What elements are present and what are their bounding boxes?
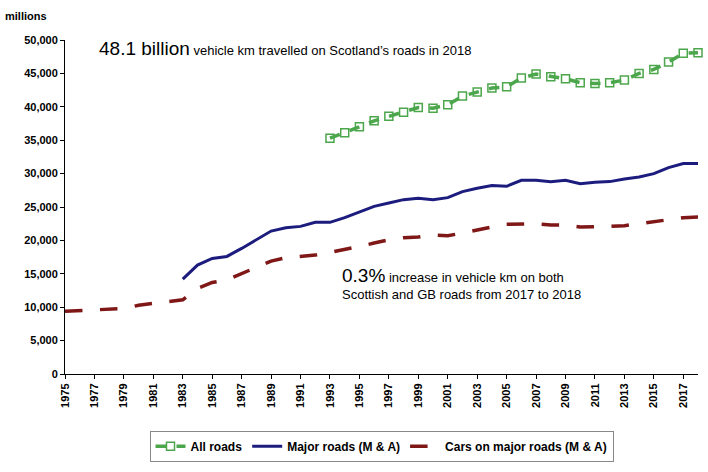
svg-text:1999: 1999 [412,383,424,407]
svg-text:1983: 1983 [176,383,188,407]
svg-text:1977: 1977 [88,383,100,407]
svg-text:All roads: All roads [191,440,243,454]
svg-text:2001: 2001 [441,383,453,407]
svg-text:1993: 1993 [324,383,336,407]
svg-text:1985: 1985 [206,383,218,407]
svg-text:40,000: 40,000 [24,101,58,113]
svg-text:2017: 2017 [677,383,689,407]
svg-text:48.1 billion vehicle km travel: 48.1 billion vehicle km travelled on Sco… [99,38,471,59]
svg-text:45,000: 45,000 [24,67,58,79]
svg-text:35,000: 35,000 [24,134,58,146]
svg-text:1989: 1989 [265,383,277,407]
svg-text:2015: 2015 [647,383,659,407]
svg-text:2011: 2011 [589,383,601,407]
svg-text:15,000: 15,000 [24,268,58,280]
svg-text:10,000: 10,000 [24,301,58,313]
svg-text:0.3% increase in vehicle km on: 0.3% increase in vehicle km on bothScott… [342,265,581,302]
svg-text:1987: 1987 [235,383,247,407]
svg-text:20,000: 20,000 [24,234,58,246]
svg-text:Major roads (M & A): Major roads (M & A) [287,440,400,454]
svg-text:0: 0 [52,368,58,380]
svg-text:25,000: 25,000 [24,201,58,213]
svg-text:1981: 1981 [147,383,159,407]
svg-text:1979: 1979 [117,383,129,407]
svg-text:50,000: 50,000 [24,34,58,46]
svg-text:30,000: 30,000 [24,167,58,179]
svg-text:2005: 2005 [500,383,512,407]
svg-text:1995: 1995 [353,383,365,407]
svg-text:2009: 2009 [559,383,571,407]
svg-text:1975: 1975 [59,383,71,407]
svg-text:1991: 1991 [294,383,306,407]
svg-text:millions: millions [5,10,47,22]
svg-text:Cars on major roads (M & A): Cars on major roads (M & A) [445,440,607,454]
svg-text:2003: 2003 [471,383,483,407]
svg-text:2007: 2007 [530,383,542,407]
svg-text:1997: 1997 [382,383,394,407]
svg-text:2013: 2013 [618,383,630,407]
svg-text:5,000: 5,000 [30,334,58,346]
